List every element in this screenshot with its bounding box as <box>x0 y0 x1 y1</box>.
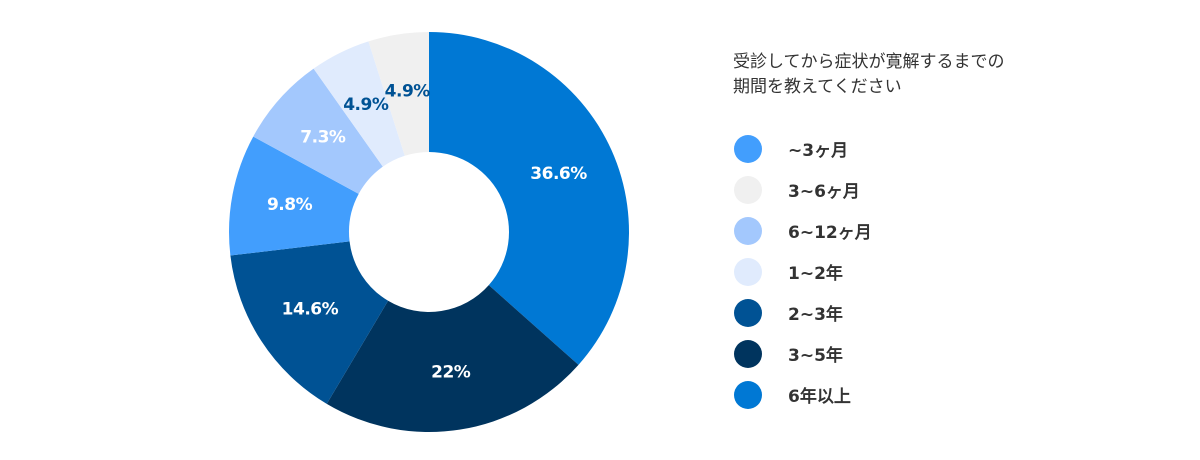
donut-slice <box>313 41 405 167</box>
legend-item: ~3ヶ月 <box>734 128 872 169</box>
slice-value-label: 22% <box>431 362 471 382</box>
legend-label: ~3ヶ月 <box>788 141 849 161</box>
legend-swatch-icon <box>734 339 762 368</box>
donut-slices <box>229 32 629 432</box>
donut-slice <box>429 32 629 365</box>
legend-label: 6年以上 <box>788 387 851 407</box>
legend-label: 3~6ヶ月 <box>788 182 860 202</box>
legend-item: 6~12ヶ月 <box>734 210 872 251</box>
donut-slice <box>326 285 579 432</box>
legend-swatch-icon <box>734 380 762 409</box>
donut-slice <box>230 241 389 404</box>
slice-value-label: 36.6% <box>530 164 587 184</box>
slice-value-label: 9.8% <box>267 195 313 215</box>
legend-swatch-icon <box>734 175 762 204</box>
legend-title-line-2: 期間を教えてください <box>733 77 902 97</box>
legend-label: 3~5年 <box>788 346 843 366</box>
donut-slice <box>253 68 383 194</box>
legend-label: 1~2年 <box>788 264 843 284</box>
legend-item: 3~5年 <box>734 333 872 374</box>
slice-value-label: 14.6% <box>282 299 339 319</box>
donut-slice <box>368 32 429 156</box>
slice-labels: 36.6% 22% 14.6% 9.8% 7.3% 4.9%4.9% <box>267 82 588 383</box>
legend: ~3ヶ月 3~6ヶ月 6~12ヶ月 1~2年 2~3年 3~5年 6年以上 <box>734 128 872 415</box>
slice-value-label: 4.9% <box>343 95 389 115</box>
donut-slice <box>229 136 359 256</box>
legend-title-line-1: 受診してから症状が寛解するまでの <box>733 52 1005 72</box>
slice-value-label: 7.3% <box>300 128 346 148</box>
slice-value-label: 4.9% <box>385 82 431 102</box>
legend-swatch-icon <box>734 298 762 327</box>
legend-title: 受診してから症状が寛解するまでの 期間を教えてください <box>733 50 1073 100</box>
legend-label: 2~3年 <box>788 305 843 325</box>
legend-item: 6年以上 <box>734 374 872 415</box>
legend-item: 2~3年 <box>734 292 872 333</box>
legend-item: 1~2年 <box>734 251 872 292</box>
legend-item: 3~6ヶ月 <box>734 169 872 210</box>
legend-label: 6~12ヶ月 <box>788 223 872 243</box>
legend-swatch-icon <box>734 216 762 245</box>
legend-swatch-icon <box>734 134 762 163</box>
legend-swatch-icon <box>734 257 762 286</box>
